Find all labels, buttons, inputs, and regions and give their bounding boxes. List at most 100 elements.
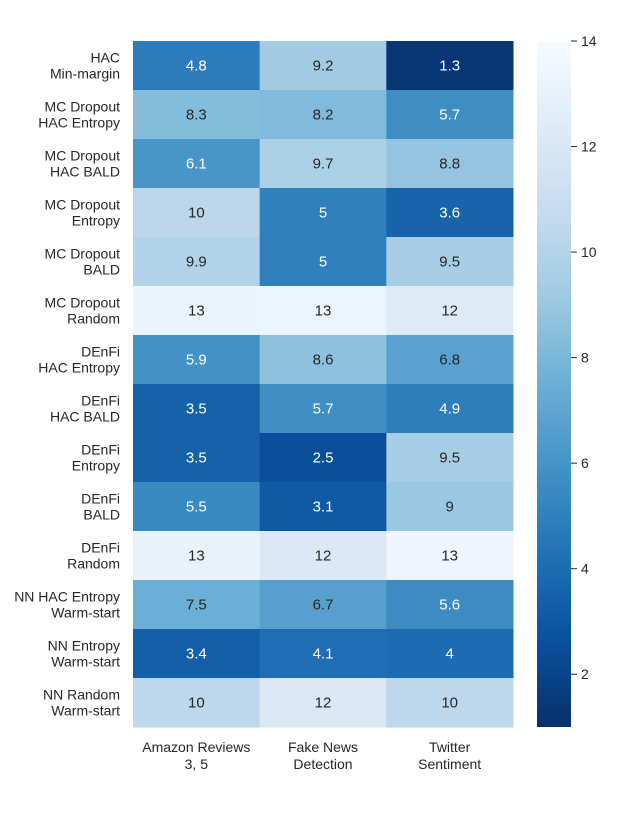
- cell-value-label: 13: [441, 548, 458, 565]
- row-tick-label: BALD: [83, 507, 120, 523]
- heatmap-cell: [386, 531, 514, 581]
- row-tick-label: BALD: [83, 262, 120, 278]
- heatmap-cell: [386, 384, 514, 434]
- heatmap-cell: [259, 433, 387, 483]
- cell-value-label: 12: [315, 695, 332, 712]
- cell-value-label: 5.5: [186, 499, 207, 516]
- cell-value-label: 8.3: [186, 107, 207, 124]
- heatmap-cell: [133, 188, 261, 238]
- row-tick-label: Warm-start: [51, 703, 120, 719]
- heatmap-cell: [259, 531, 387, 581]
- row-tick-label: Random: [67, 556, 120, 572]
- cell-value-label: 9.9: [186, 254, 207, 271]
- heatmap-cell: [259, 90, 387, 140]
- row-tick-label: MC Dropout: [45, 197, 121, 213]
- cell-value-label: 9.2: [313, 58, 334, 75]
- colorbar-tick-label: 6: [581, 455, 589, 471]
- heatmap-cell: [386, 286, 514, 336]
- cell-value-label: 1.3: [439, 58, 460, 75]
- heatmap-cell: [386, 237, 514, 287]
- heatmap-cell: [133, 580, 261, 630]
- cell-value-label: 12: [441, 303, 458, 320]
- heatmap-cell: [259, 482, 387, 532]
- cell-value-label: 2.5: [313, 450, 334, 467]
- heatmap-cell: [259, 139, 387, 189]
- row-tick-label: Warm-start: [51, 654, 120, 670]
- cell-value-label: 8.6: [313, 352, 334, 369]
- row-tick-label: MC Dropout: [45, 246, 121, 262]
- heatmap-cell: [133, 335, 261, 385]
- cell-value-label: 4.8: [186, 58, 207, 75]
- row-tick-label: HAC BALD: [50, 409, 120, 425]
- cell-value-label: 8.2: [313, 107, 334, 124]
- row-tick-label: NN Random: [43, 687, 120, 703]
- row-tick-label: NN Entropy: [48, 638, 120, 654]
- heatmap-cell: [386, 629, 514, 679]
- heatmap-cell: [259, 580, 387, 630]
- heatmap-cell: [386, 139, 514, 189]
- cell-value-label: 12: [315, 548, 332, 565]
- cell-value-label: 13: [188, 303, 205, 320]
- cell-value-label: 10: [188, 695, 205, 712]
- heatmap-cell: [386, 90, 514, 140]
- cell-value-label: 3.6: [439, 205, 460, 222]
- row-tick-label: DEnFi: [81, 344, 120, 360]
- row-tick-label: Random: [67, 311, 120, 327]
- cell-value-label: 5.6: [439, 597, 460, 614]
- heatmap-cell: [133, 139, 261, 189]
- row-tick-label: DEnFi: [81, 442, 120, 458]
- heatmap-cell: [133, 629, 261, 679]
- cell-value-label: 13: [188, 548, 205, 565]
- cell-value-label: 5.9: [186, 352, 207, 369]
- row-tick-label: NN HAC Entropy: [14, 589, 120, 605]
- row-tick-label: DEnFi: [81, 393, 120, 409]
- heatmap-cell: [133, 286, 261, 336]
- column-tick-label: Twitter: [429, 739, 471, 755]
- cell-value-label: 3.5: [186, 401, 207, 418]
- row-tick-label: MC Dropout: [45, 295, 121, 311]
- cell-value-label: 7.5: [186, 597, 207, 614]
- cell-value-label: 4: [446, 646, 454, 663]
- column-tick-label: 3, 5: [185, 756, 209, 772]
- column-tick-label: Sentiment: [418, 756, 481, 772]
- colorbar-tick-label: 10: [581, 244, 597, 260]
- heatmap-cell: [386, 482, 514, 532]
- heatmap-cell: [133, 531, 261, 581]
- column-tick-label: Amazon Reviews: [142, 739, 250, 755]
- heatmap-cell: [259, 286, 387, 336]
- heatmap-cell: [386, 580, 514, 630]
- heatmap-cell: [259, 41, 387, 91]
- cell-value-label: 10: [441, 695, 458, 712]
- row-tick-label: Entropy: [72, 458, 120, 474]
- heatmap-cell: [259, 629, 387, 679]
- colorbar: 2 4 6 8 10 12 14: [537, 33, 597, 727]
- row-tick-label: MC Dropout: [45, 99, 121, 115]
- heatmap-cell: [259, 678, 387, 728]
- cell-value-label: 9.5: [439, 450, 460, 467]
- cell-value-label: 6.1: [186, 156, 207, 173]
- cell-value-label: 6.8: [439, 352, 460, 369]
- row-tick-label: Warm-start: [51, 605, 120, 621]
- row-tick-label: DEnFi: [81, 491, 120, 507]
- heatmap-cell: [133, 384, 261, 434]
- heatmap-cell: [133, 433, 261, 483]
- row-tick-label: Min-margin: [50, 66, 120, 82]
- colorbar-gradient: [537, 41, 571, 727]
- cell-value-label: 9.5: [439, 254, 460, 271]
- heatmap-cell: [259, 237, 387, 287]
- cell-value-label: 5.7: [313, 401, 334, 418]
- cell-value-label: 3.4: [186, 646, 207, 663]
- cell-value-label: 5: [319, 254, 327, 271]
- row-tick-label: HAC Entropy: [38, 115, 120, 131]
- cell-value-label: 10: [188, 205, 205, 222]
- column-tick-label: Detection: [293, 756, 352, 772]
- row-tick-label: MC Dropout: [45, 148, 121, 164]
- heatmap-cell: [259, 335, 387, 385]
- cell-value-label: 4.1: [313, 646, 334, 663]
- row-tick-label: DEnFi: [81, 540, 120, 556]
- cell-value-label: 6.7: [313, 597, 334, 614]
- row-tick-label: Entropy: [72, 213, 120, 229]
